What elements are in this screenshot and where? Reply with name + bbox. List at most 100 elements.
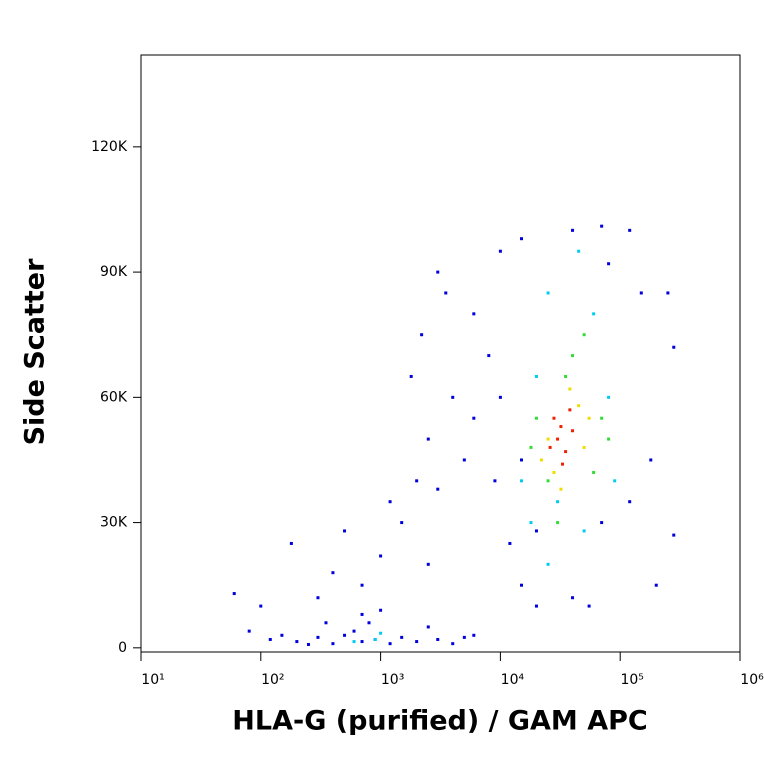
point [534,529,538,533]
point [472,312,476,316]
point [546,562,550,566]
y-tick-label: 0 [118,640,127,656]
x-tick-label: 10⁴ [501,672,525,688]
point [360,640,364,644]
x-tick-label: 10¹ [141,672,164,688]
point [559,487,563,491]
y-tick-label: 60K [100,389,128,405]
point [592,470,596,474]
point [232,592,236,596]
point [451,642,455,646]
point [426,562,430,566]
point [672,345,676,349]
point [508,541,512,545]
point [639,291,643,295]
point [451,395,455,399]
point [577,404,581,408]
point [360,612,364,616]
x-tick-label: 10⁵ [620,672,643,688]
point [613,479,617,483]
x-tick-label: 10⁶ [740,672,764,688]
point [571,429,575,433]
point [436,270,440,274]
point [539,458,543,462]
point [582,333,586,337]
y-tick-label: 90K [100,264,128,280]
y-tick-label: 30K [100,515,128,531]
point [367,621,371,625]
point [426,437,430,441]
point [556,500,560,504]
point [247,629,251,633]
x-tick-label: 10³ [381,672,404,688]
point [519,479,523,483]
point [426,625,430,629]
point [529,445,533,449]
point [388,500,392,504]
point [343,529,347,533]
point [564,450,568,454]
point [472,416,476,420]
point [295,640,299,644]
point [352,640,356,644]
point [316,596,320,600]
point [472,633,476,637]
point [331,642,335,646]
point [600,521,604,525]
point [546,479,550,483]
point [379,608,383,612]
point [306,642,310,646]
point [268,637,272,641]
x-axis-label: HLA-G (purified) / GAM APC [232,706,647,737]
point [331,571,335,575]
point [600,224,604,228]
point [534,374,538,378]
point [607,437,611,441]
point [649,458,653,462]
point [607,395,611,399]
point [561,462,565,466]
point [519,583,523,587]
point [462,458,466,462]
point [487,354,491,358]
point [379,554,383,558]
point [534,416,538,420]
point [498,249,502,253]
point [568,387,572,391]
point [316,635,320,639]
point [420,333,424,337]
point [666,291,670,295]
point [400,521,404,525]
point [556,521,560,525]
point [436,637,440,641]
point [343,633,347,637]
point [628,228,632,232]
point [571,228,575,232]
point [280,633,284,637]
point [400,635,404,639]
x-tick-label: 10² [261,672,284,688]
point [587,416,591,420]
point [546,291,550,295]
point [556,437,560,441]
point [600,416,604,420]
point [568,408,572,412]
point [552,416,556,420]
plot-frame [140,54,741,653]
point [444,291,448,295]
point [519,458,523,462]
point [415,640,419,644]
point [379,631,383,635]
point [577,249,581,253]
point [571,354,575,358]
point [289,541,293,545]
point [388,642,392,646]
point [529,521,533,525]
point [571,596,575,600]
point [360,583,364,587]
y-tick-label: 120K [91,139,128,155]
point [654,583,658,587]
point [493,479,497,483]
point [607,262,611,266]
